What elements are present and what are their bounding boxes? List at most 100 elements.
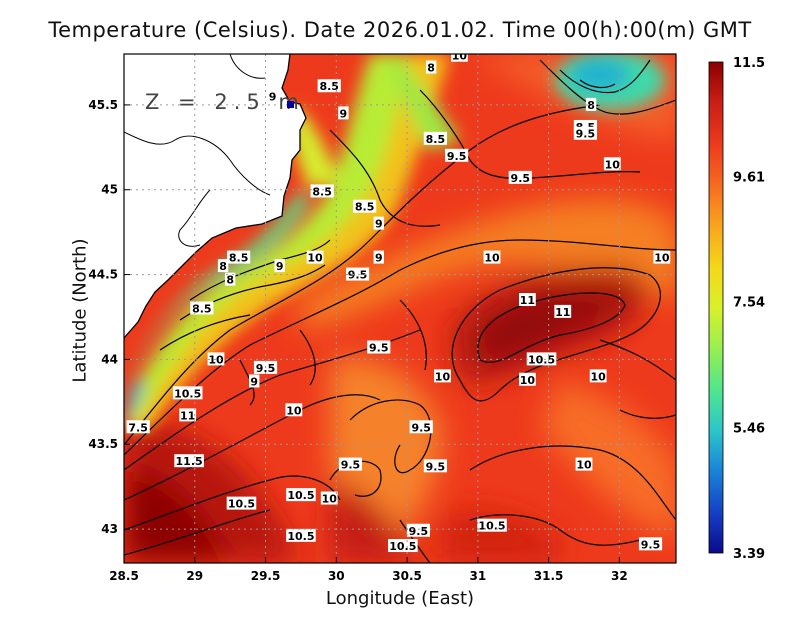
svg-text:10.5: 10.5 — [287, 530, 314, 543]
svg-text:9.5: 9.5 — [641, 538, 661, 551]
svg-text:10: 10 — [654, 252, 670, 265]
contour-label: 9.5 — [345, 267, 370, 282]
svg-text:9.5: 9.5 — [369, 342, 389, 355]
contour-label: 9.5 — [409, 420, 433, 434]
x-tick-label: 31.5 — [534, 569, 564, 583]
contour-label: 9 — [373, 250, 384, 265]
contour-label: 9 — [274, 259, 285, 273]
contour-label: 8 — [224, 272, 236, 287]
svg-text:9: 9 — [276, 260, 284, 273]
svg-text:9: 9 — [269, 90, 277, 103]
contour-label: 8 — [425, 60, 437, 75]
contour-label: 8.5 — [353, 199, 377, 214]
colorbar-label: 7.54 — [733, 296, 765, 311]
svg-text:10: 10 — [576, 459, 592, 472]
contour-label: 11 — [179, 408, 197, 422]
x-tick-label: 29 — [186, 569, 203, 583]
svg-text:8.5: 8.5 — [319, 80, 339, 93]
contour-label: 9.5 — [573, 126, 598, 141]
x-axis-label: Longitude (East) — [325, 588, 475, 609]
contour-label: 11.5 — [174, 454, 204, 468]
contour-label: 11 — [518, 293, 536, 307]
contour-label: 10.5 — [286, 528, 316, 543]
contour-label: 10 — [451, 54, 468, 63]
svg-text:10: 10 — [605, 158, 621, 171]
x-tick-label: 30 — [328, 569, 345, 583]
contour-label: 10 — [518, 372, 536, 387]
contour-label: 10 — [483, 250, 501, 265]
contour-label: 9 — [249, 374, 260, 388]
contour-label: 8 — [585, 97, 597, 112]
svg-text:9.5: 9.5 — [341, 459, 361, 472]
svg-text:10.5: 10.5 — [528, 353, 555, 366]
map-title: Temperature (Celsius). Date 2026.01.02. … — [48, 18, 752, 42]
y-tick-label: 44.5 — [88, 268, 118, 282]
svg-text:7.5: 7.5 — [128, 421, 148, 434]
x-tick-label: 31 — [469, 569, 486, 583]
colorbar-label: 11.5 — [733, 56, 765, 71]
colorbar — [708, 61, 724, 554]
svg-text:9.5: 9.5 — [411, 421, 431, 434]
svg-text:8: 8 — [587, 99, 595, 112]
x-tick-label: 29.5 — [251, 569, 281, 583]
svg-text:8: 8 — [226, 274, 234, 287]
contour-label: 9.5 — [367, 340, 391, 355]
svg-text:10: 10 — [484, 252, 500, 265]
svg-text:10: 10 — [590, 370, 606, 383]
plot-frame — [123, 53, 677, 564]
contour-label: 8.5 — [227, 250, 251, 265]
contour-label: 10.5 — [172, 386, 203, 400]
svg-text:10: 10 — [322, 493, 338, 506]
svg-text:11.5: 11.5 — [176, 455, 203, 468]
svg-text:10: 10 — [286, 404, 302, 417]
contour-label: 10 — [306, 250, 324, 265]
contour-label: 9.5 — [445, 148, 469, 163]
contour-label: 10 — [603, 157, 621, 171]
y-tick-label: 43.5 — [88, 437, 118, 451]
gridlines — [124, 54, 676, 563]
y-axis-label: Latitude (North) — [69, 238, 91, 383]
svg-text:10.5: 10.5 — [287, 489, 314, 502]
svg-text:8.5: 8.5 — [192, 303, 212, 316]
x-axis-ticks: 28.5 29 29.5 30 30.5 31 31.5 32 — [109, 557, 628, 583]
contour-label: 9 — [338, 106, 349, 120]
svg-text:8: 8 — [427, 62, 435, 75]
x-tick-label: 32 — [611, 569, 628, 583]
svg-text:8.5: 8.5 — [229, 252, 249, 265]
contour-label: 10 — [434, 369, 451, 383]
station-marker — [287, 101, 294, 108]
contour-label: 9.5 — [638, 537, 663, 551]
svg-text:9.5: 9.5 — [447, 150, 467, 163]
svg-text:11: 11 — [520, 294, 535, 307]
svg-text:9: 9 — [250, 375, 258, 388]
svg-text:9.5: 9.5 — [409, 525, 429, 538]
svg-text:9: 9 — [340, 107, 348, 120]
contour-label: 7.5 — [126, 420, 150, 434]
svg-text:9.5: 9.5 — [511, 172, 531, 185]
depth-label: Z = 2.5 m — [145, 90, 305, 114]
contour-label: 9.5 — [423, 459, 447, 473]
svg-text:11: 11 — [180, 409, 195, 422]
svg-text:9: 9 — [375, 252, 383, 265]
contour-label: 9.5 — [508, 170, 532, 185]
contour-label: 8 — [217, 259, 229, 273]
colorbar-label: 9.61 — [733, 170, 765, 185]
svg-text:10: 10 — [307, 252, 323, 265]
contour-label: 10 — [285, 403, 303, 417]
svg-text:9.5: 9.5 — [426, 460, 446, 473]
colorbar-label: 3.39 — [733, 547, 765, 562]
svg-text:10.5: 10.5 — [228, 498, 255, 511]
contour-label: 10.5 — [286, 488, 316, 502]
svg-text:10.5: 10.5 — [478, 520, 505, 533]
contour-label: 8.5 — [310, 184, 334, 198]
svg-text:8.5: 8.5 — [426, 133, 446, 146]
contour-label: 10.5 — [226, 496, 257, 511]
svg-text:8: 8 — [219, 260, 227, 273]
contour-label: 11 — [554, 304, 572, 319]
svg-text:10: 10 — [520, 374, 536, 387]
contour-label: 8.5 — [423, 131, 447, 146]
y-tick-label: 44 — [101, 352, 118, 366]
y-tick-label: 43 — [101, 522, 118, 536]
contour-label: 10.5 — [388, 539, 418, 553]
